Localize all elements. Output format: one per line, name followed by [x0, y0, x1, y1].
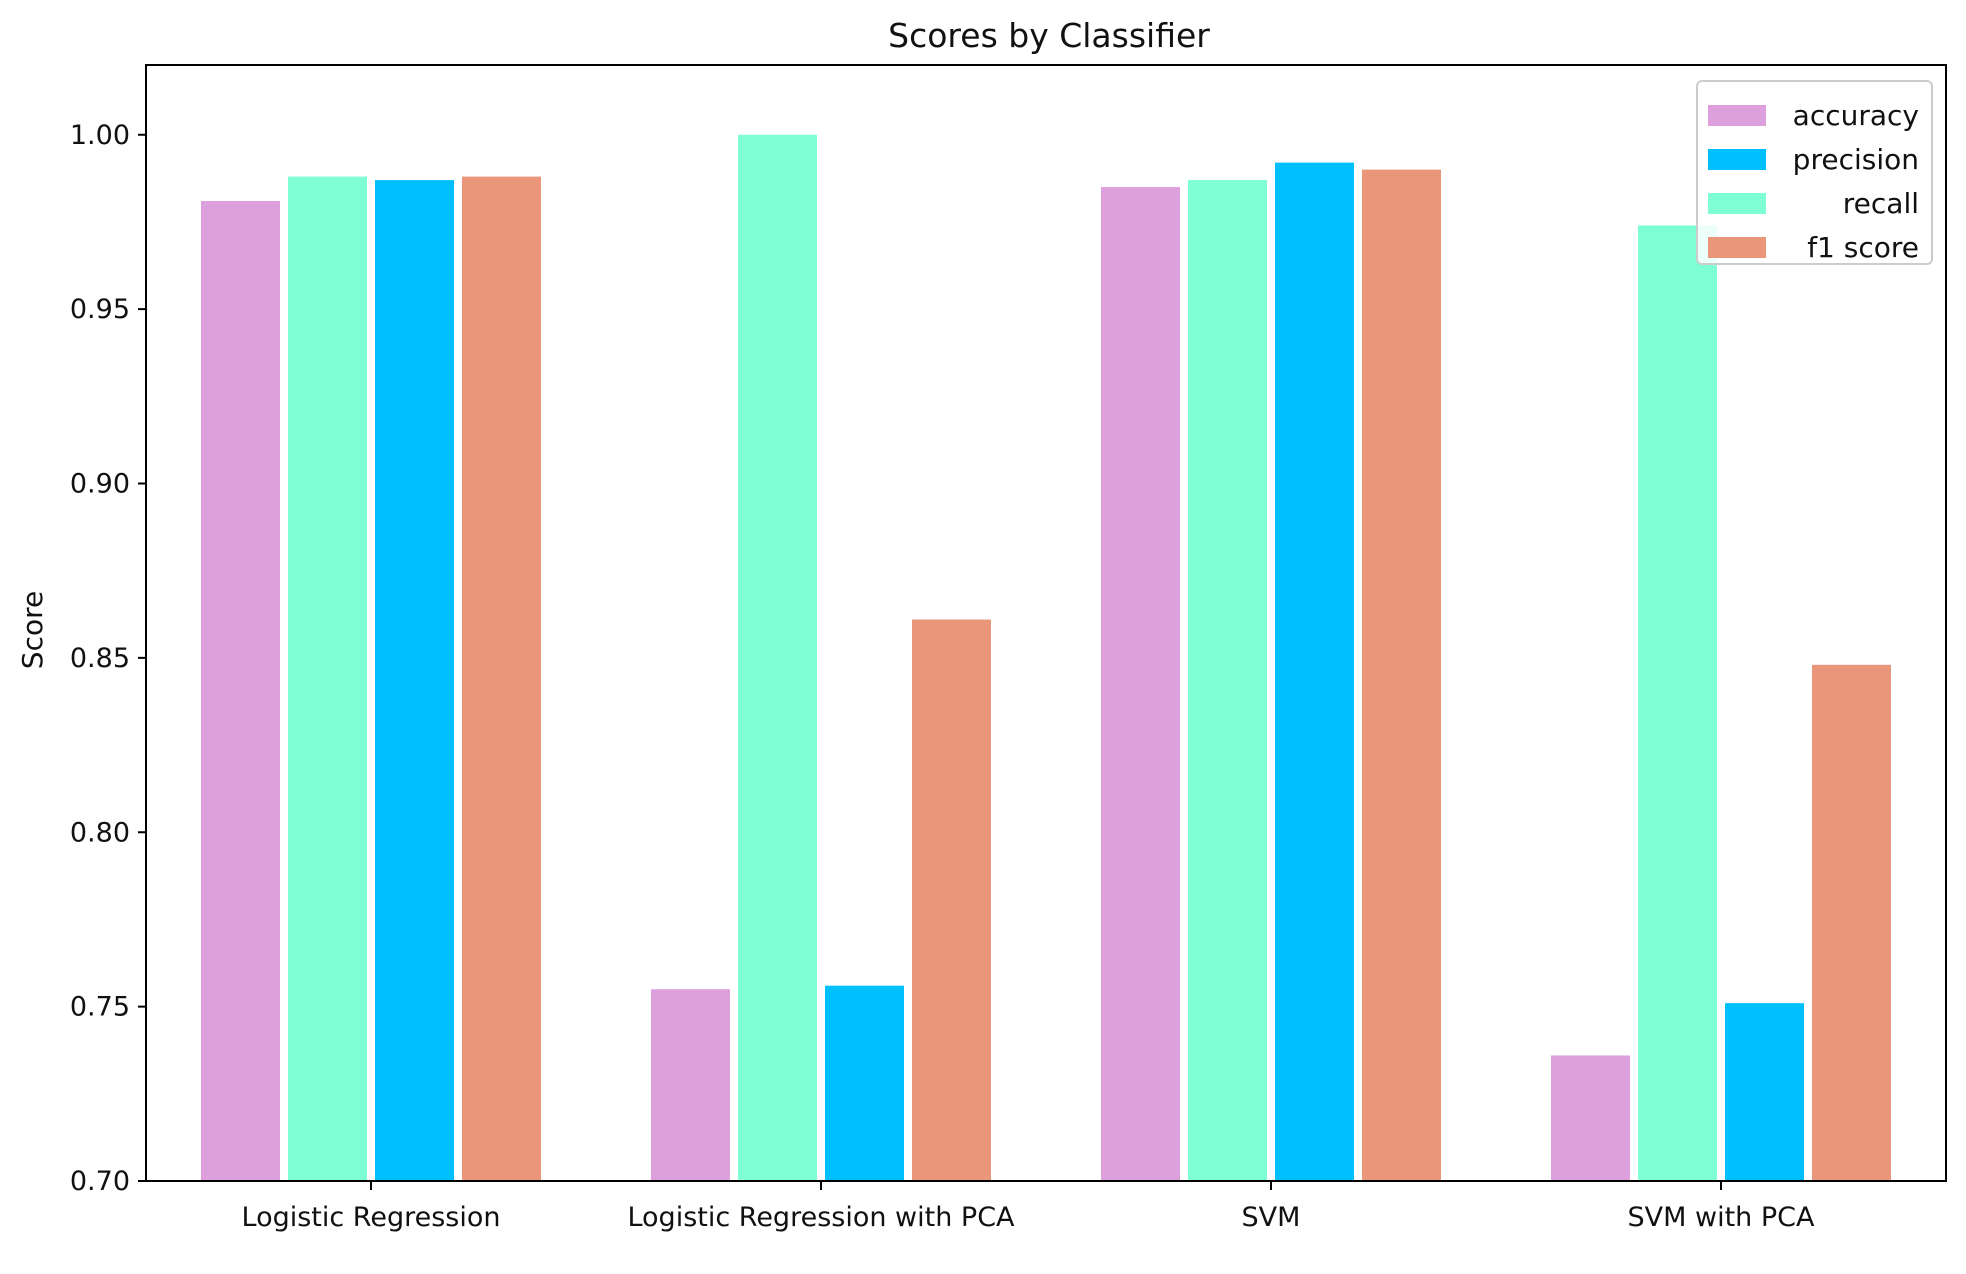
x-tick-label: SVM: [1242, 1202, 1301, 1233]
bar-f1-score-3: [1362, 169, 1441, 1181]
x-tick-label: SVM with PCA: [1628, 1202, 1815, 1233]
legend-label-recall: recall: [1843, 187, 1919, 220]
bar-accuracy-2: [651, 989, 730, 1181]
bars-group: [201, 134, 1891, 1182]
legend-swatch-f1-score: [1708, 237, 1766, 258]
y-tick-label: 0.70: [70, 1166, 130, 1197]
bar-precision-3: [1275, 162, 1354, 1181]
bar-accuracy-1: [201, 201, 280, 1181]
legend-swatch-accuracy: [1708, 105, 1766, 126]
plot-area-frame: [145, 64, 1947, 1182]
bar-precision-4: [1725, 1003, 1804, 1181]
x-tick-label: Logistic Regression: [242, 1202, 501, 1233]
bar-recall-1: [288, 176, 367, 1182]
bar-recall-4: [1638, 225, 1717, 1182]
y-tick-label: 0.80: [70, 817, 130, 848]
y-axis-ticks: 0.70 0.75 0.80 0.85 0.90 0.95 1.00: [70, 120, 146, 1197]
y-axis-label: Score: [16, 591, 49, 669]
x-axis-ticks: Logistic Regression Logistic Regression w…: [242, 1181, 1815, 1233]
y-tick-label: 0.75: [70, 992, 130, 1023]
legend: accuracy precision recall f1 score: [1696, 80, 1933, 265]
chart-title: Scores by Classifier: [888, 16, 1210, 55]
y-tick-label: 0.85: [70, 643, 130, 674]
legend-label-f1-score: f1 score: [1807, 231, 1919, 264]
legend-label-precision: precision: [1793, 143, 1919, 176]
y-tick-label: 0.95: [70, 294, 130, 325]
bar-accuracy-3: [1101, 187, 1180, 1181]
bar-f1-score-4: [1812, 664, 1891, 1181]
bar-precision-2: [825, 985, 904, 1181]
bar-recall-3: [1188, 180, 1267, 1181]
legend-swatch-recall: [1708, 193, 1766, 214]
bar-f1-score-2: [912, 619, 991, 1181]
x-tick-label: Logistic Regression with PCA: [627, 1202, 1015, 1233]
legend-swatch-precision: [1708, 149, 1766, 170]
bar-accuracy-4: [1551, 1055, 1630, 1181]
legend-box: [1696, 80, 1933, 265]
bar-f1-score-1: [462, 176, 541, 1182]
legend-label-accuracy: accuracy: [1793, 99, 1919, 132]
y-tick-label: 1.00: [70, 120, 130, 151]
bar-recall-2: [738, 134, 817, 1181]
bar-precision-1: [375, 180, 454, 1181]
y-tick-label: 0.90: [70, 469, 130, 500]
